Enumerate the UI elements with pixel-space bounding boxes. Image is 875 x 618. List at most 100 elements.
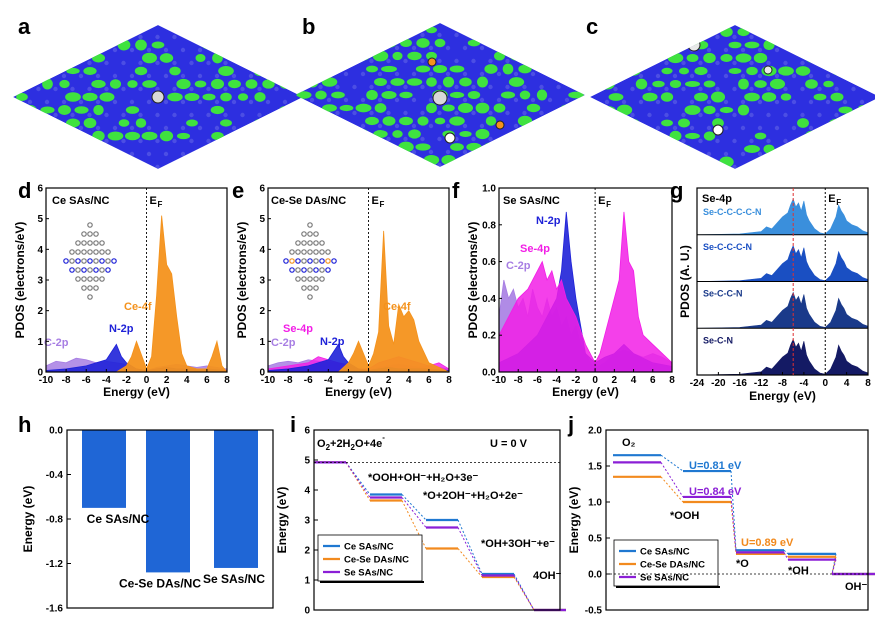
charge-lobe	[347, 38, 363, 48]
charge-lobe	[467, 39, 481, 47]
category-label: Ce SAs/NC	[87, 512, 150, 526]
charge-lobe	[400, 38, 412, 48]
lattice-node	[53, 34, 58, 40]
connector	[730, 496, 737, 553]
lattice-node	[104, 86, 109, 92]
charge-lobe	[202, 93, 216, 101]
lattice-node	[206, 86, 211, 92]
molecule-ring	[319, 240, 325, 246]
y-tick-label: -1.2	[46, 559, 64, 570]
lattice-node	[172, 112, 177, 118]
charge-lobe	[382, 116, 396, 126]
lattice-node	[308, 61, 312, 65]
lattice-node	[599, 150, 603, 154]
charge-lobe	[407, 51, 422, 61]
lattice-node	[403, 110, 408, 116]
lattice-node	[706, 125, 712, 131]
lattice-node	[325, 165, 329, 169]
chart-title: Se SAs/NC	[503, 195, 560, 207]
lattice-node	[301, 110, 306, 116]
x-tick-label: -8	[62, 375, 71, 386]
molecule-ring	[289, 258, 295, 264]
lattice-node	[87, 60, 92, 66]
charge-lobe	[568, 53, 579, 64]
molecule-ring	[295, 276, 301, 282]
lattice-node	[791, 73, 797, 79]
lattice-node	[630, 86, 635, 92]
charge-lobe	[307, 51, 318, 61]
lattice-node	[326, 149, 332, 155]
lattice-node	[462, 71, 468, 77]
lattice-node	[308, 139, 312, 143]
molecule-ring	[75, 267, 81, 273]
charge-lobe	[652, 54, 665, 62]
charge-lobe	[475, 102, 490, 114]
charge-lobe	[417, 116, 429, 126]
lattice-node	[318, 136, 323, 142]
y-axis-label: PDOS (electrons/eV)	[235, 222, 249, 339]
lattice-node	[343, 149, 349, 155]
lattice-node	[723, 125, 729, 131]
charge-lobe	[719, 106, 734, 114]
charge-density-image-b	[295, 23, 607, 167]
lattice-node	[715, 60, 720, 66]
step-label-2: *O	[736, 558, 749, 570]
lattice-node	[403, 162, 408, 167]
charge-lobe	[517, 115, 533, 127]
lattice-node	[732, 60, 737, 66]
lattice-node	[808, 151, 814, 157]
x-tick-label: -4	[102, 375, 111, 386]
lattice-node	[842, 73, 848, 79]
charge-lobe	[83, 67, 97, 75]
charge-lobe	[599, 105, 616, 115]
lattice-node	[479, 45, 485, 51]
molecule-ring	[295, 240, 301, 246]
lattice-node	[369, 58, 374, 64]
charge-lobe	[42, 78, 53, 90]
charge-lobe	[83, 117, 97, 129]
lattice-node	[155, 138, 160, 144]
charge-lobe	[460, 156, 471, 164]
lattice-node	[621, 73, 627, 79]
charge-lobe	[141, 52, 158, 64]
lattice-node	[505, 84, 510, 90]
charge-lobe	[685, 132, 700, 140]
charge-lobe	[381, 38, 397, 48]
lattice-node	[851, 112, 856, 118]
charge-lobe	[466, 142, 482, 152]
lattice-node	[291, 138, 296, 144]
lattice-node	[197, 47, 203, 53]
charge-lobe	[426, 77, 437, 87]
lattice-node	[61, 151, 67, 157]
charge-lobe	[591, 40, 607, 50]
lattice-node	[309, 123, 315, 129]
lattice-node	[655, 151, 661, 157]
charge-lobe	[569, 116, 583, 126]
molecule-ring	[75, 276, 81, 282]
charge-lobe	[596, 155, 607, 164]
charge-lobe	[684, 157, 701, 167]
lattice-node	[163, 125, 169, 131]
lattice-node	[248, 99, 254, 105]
lattice-node	[317, 152, 321, 156]
lattice-node	[573, 110, 578, 116]
lattice-node	[44, 151, 50, 157]
lattice-node	[138, 60, 143, 66]
lattice-node	[369, 110, 374, 116]
lattice-node	[360, 97, 366, 103]
molecule-ring	[307, 222, 313, 228]
lattice-node	[599, 72, 603, 76]
lattice-node	[851, 138, 856, 144]
lattice-node	[817, 34, 822, 40]
lattice-node	[581, 123, 585, 129]
molecule-ring	[99, 249, 105, 255]
lattice-node	[834, 34, 839, 40]
lattice-node	[326, 71, 332, 77]
lattice-node	[604, 99, 610, 105]
charge-lobe	[13, 157, 20, 167]
lattice-node	[36, 34, 41, 40]
charge-lobe	[805, 26, 818, 38]
y-tick-label: 1	[304, 576, 310, 587]
y-tick-label: 2.0	[588, 426, 602, 437]
charge-lobe	[510, 156, 523, 164]
